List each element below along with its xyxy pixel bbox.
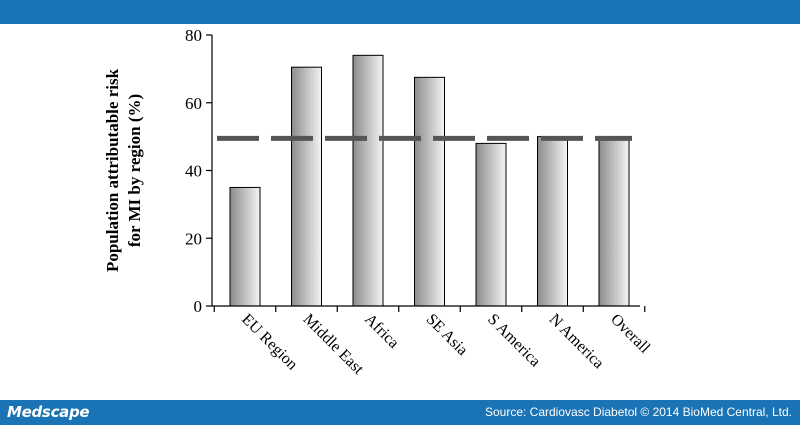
y-tick-label-80: 80	[185, 26, 202, 45]
x-tick-label-africa: Africa	[361, 311, 402, 352]
chart-area: Population attributable risk for MI by re…	[0, 24, 800, 400]
axes-group	[206, 34, 646, 312]
x-tick-label-overall: Overall	[607, 311, 653, 357]
x-tick-label-s-america: S America	[484, 311, 543, 370]
bar-n-america	[537, 136, 568, 307]
y-tick-label-40: 40	[185, 162, 202, 181]
y-tick-label-20: 20	[185, 229, 202, 248]
y-tick-label-0: 0	[194, 297, 203, 316]
header-bar	[0, 0, 800, 24]
bar-s-america	[475, 142, 507, 307]
x-tick-label-se-asia: SE Asia	[423, 311, 471, 359]
footer-bar: Medscape Source: Cardiovasc Diabetol © 2…	[0, 400, 800, 425]
bar-eu-region	[229, 186, 261, 307]
bar-chart: Population attributable risk for MI by re…	[103, 26, 654, 378]
y-tick-labels: 0 20 40 60 80	[185, 26, 202, 316]
bar-overall	[598, 137, 630, 307]
source-caption: Source: Cardiovasc Diabetol © 2014 BioMe…	[484, 405, 792, 419]
bar-middle-east	[291, 66, 322, 307]
x-tick-label-middle-east: Middle East	[300, 311, 367, 378]
y-axis-title-line-2: for MI by region (%)	[125, 94, 144, 247]
medscape-logo[interactable]: Medscape	[7, 403, 90, 421]
x-tick-label-eu-region: EU Region	[238, 311, 301, 374]
bar-africa	[352, 54, 384, 307]
bars-group	[229, 54, 630, 307]
y-axis-title-line-1: Population attributable risk	[103, 68, 122, 272]
bar-se-asia	[414, 76, 445, 307]
x-tick-label-n-america: N America	[546, 311, 607, 372]
y-tick-label-60: 60	[185, 94, 202, 113]
y-axis-label: Population attributable risk for MI by re…	[103, 68, 144, 272]
